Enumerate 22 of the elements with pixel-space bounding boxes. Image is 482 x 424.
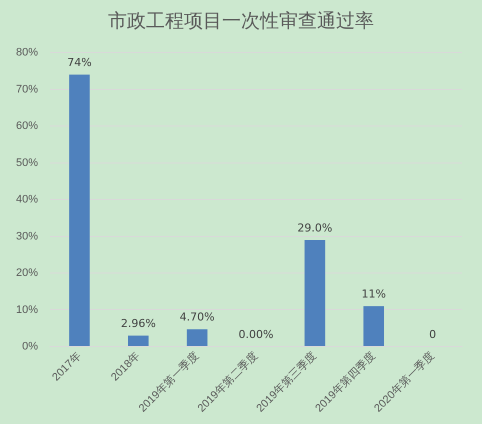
bar: [186, 329, 208, 346]
data-label: 74%: [67, 56, 92, 69]
bar: [304, 240, 326, 346]
y-tick-label: 10%: [16, 304, 38, 316]
y-tick-label: 0%: [22, 340, 38, 353]
y-tick-label: 80%: [16, 46, 38, 59]
y-tick-label: 20%: [16, 267, 38, 280]
bar: [128, 336, 149, 346]
chart-title: 市政工程项目一次性审查通过率: [107, 9, 375, 34]
data-label: 0.00%: [238, 328, 274, 341]
data-label: 2.96%: [120, 316, 156, 330]
y-tick-label: 60%: [16, 120, 38, 132]
data-label: 4.70%: [180, 310, 215, 324]
y-tick-label: 50%: [16, 156, 38, 169]
y-tick-label: 30%: [16, 230, 38, 242]
y-tick-label: 40%: [16, 194, 38, 206]
data-label: 11%: [361, 287, 386, 300]
data-label: 0: [429, 328, 436, 341]
y-tick-label: 70%: [16, 83, 38, 96]
bar: [363, 306, 384, 346]
data-label: 29.0%: [297, 221, 332, 234]
bar: [69, 74, 90, 346]
